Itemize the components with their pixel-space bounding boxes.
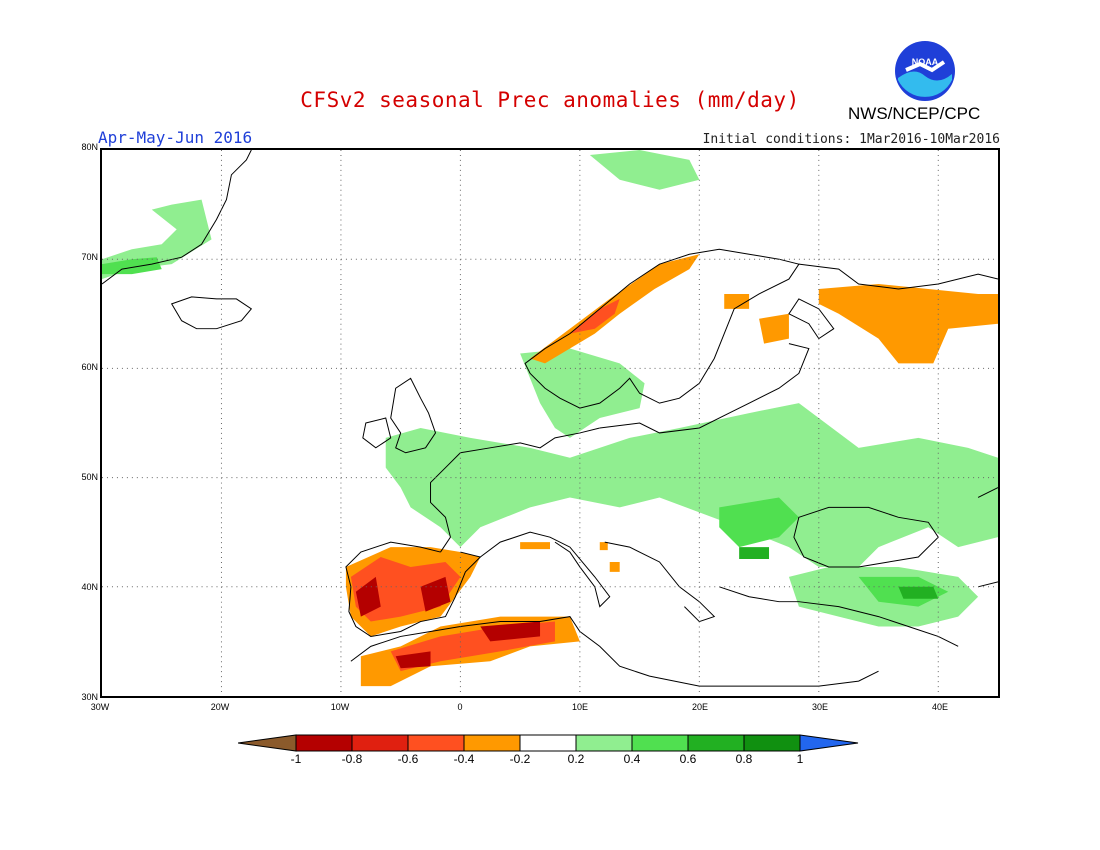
- longitude-tick-label: 40E: [931, 702, 948, 712]
- longitude-tick-label: 20W: [210, 702, 230, 712]
- longitude-tick-label: 10W: [330, 702, 350, 712]
- black-sea-coast: [793, 506, 939, 568]
- iberia-coast: [345, 541, 482, 637]
- scandinavia-coast: [524, 248, 800, 409]
- latitude-tick-label: 50N: [81, 472, 98, 482]
- map-title: CFSv2 seasonal Prec anomalies (mm/day): [300, 88, 800, 112]
- colorbar-swatch: [519, 734, 577, 752]
- colorbar-swatch: [743, 734, 801, 752]
- uk-coast: [390, 377, 437, 454]
- longitude-tick-label: 20E: [691, 702, 708, 712]
- colorbar-tick-label: -0.6: [397, 752, 419, 766]
- longitude-tick-label: 0: [457, 702, 463, 712]
- russia-north-coast: [798, 263, 998, 290]
- norway-coast-dry-strong: [569, 298, 620, 334]
- baltic-coast: [599, 343, 810, 434]
- colorbar-tick-label: 0.6: [679, 752, 697, 766]
- balkans-wet-strong: [719, 497, 799, 548]
- colorbar-swatch: [687, 734, 745, 752]
- colorbar-tick-label: -0.8: [341, 752, 363, 766]
- colorbar-swatch: [631, 734, 689, 752]
- greenland-wet-anomaly-strong: [102, 257, 162, 275]
- agency-label: NWS/NCEP/CPC: [848, 104, 981, 123]
- colorbar-tick-label: -0.2: [509, 752, 531, 766]
- colorbar-max-triangle: [799, 734, 859, 752]
- ireland-coast: [362, 417, 392, 449]
- colorbar-tick-label: -1: [290, 752, 302, 766]
- svalbard-wet-anomaly: [589, 150, 700, 190]
- colorbar-tick-label: 0.8: [735, 752, 753, 766]
- central-europe-wet-anomaly: [385, 403, 998, 567]
- caspian-coast: [977, 487, 998, 588]
- mediterranean-north-coast: [480, 531, 959, 647]
- coastline-layer: [102, 150, 998, 687]
- turkey-wet-very-strong: [739, 547, 939, 599]
- iceland-coast: [170, 296, 253, 330]
- latitude-tick-label: 30N: [81, 692, 98, 702]
- iberia-dry-very-strong: [355, 576, 451, 617]
- colorbar-tick-label: 0.4: [623, 752, 641, 766]
- colorbar-swatch: [463, 734, 521, 752]
- north-africa-coast: [350, 616, 879, 687]
- greenland-coast: [102, 150, 252, 285]
- latitude-tick-label: 70N: [81, 252, 98, 262]
- russia-north-dry-anomaly: [818, 284, 998, 364]
- italy-dry-anomaly: [520, 542, 620, 572]
- map-panel: [100, 148, 1000, 698]
- colorbar-tick-label: 1: [796, 752, 804, 766]
- colorbar-swatch: [351, 734, 409, 752]
- colorbar-swatch: [575, 734, 633, 752]
- longitude-tick-label: 30E: [811, 702, 828, 712]
- colorbar-swatch: [295, 734, 353, 752]
- latitude-tick-label: 40N: [81, 582, 98, 592]
- longitude-tick-label: 10E: [571, 702, 588, 712]
- scandinavia-wet-anomaly: [520, 348, 645, 438]
- greenland-wet-anomaly: [102, 199, 212, 280]
- forecast-period: Apr-May-Jun 2016: [98, 128, 253, 147]
- latitude-tick-label: 60N: [81, 362, 98, 372]
- initial-conditions: Initial conditions: 1Mar2016-10Mar2016: [702, 132, 1000, 147]
- colorbar-tick-label: 0.2: [567, 752, 585, 766]
- precip-anomaly-map: [102, 150, 998, 696]
- noaa-logo: NOAA: [895, 41, 955, 101]
- north-africa-dry-very-strong: [395, 621, 541, 669]
- colorbar: [238, 734, 859, 752]
- longitude-tick-label: 30W: [90, 702, 110, 712]
- colorbar-swatch: [407, 734, 465, 752]
- anomaly-layer: [102, 150, 998, 687]
- finland-dry-anomaly: [724, 293, 789, 344]
- colorbar-tick-label: -0.4: [453, 752, 475, 766]
- colorbar-min-triangle: [238, 734, 297, 752]
- graticule: [102, 150, 998, 696]
- latitude-tick-label: 80N: [81, 142, 98, 152]
- noaa-logo-text: NOAA: [912, 57, 939, 67]
